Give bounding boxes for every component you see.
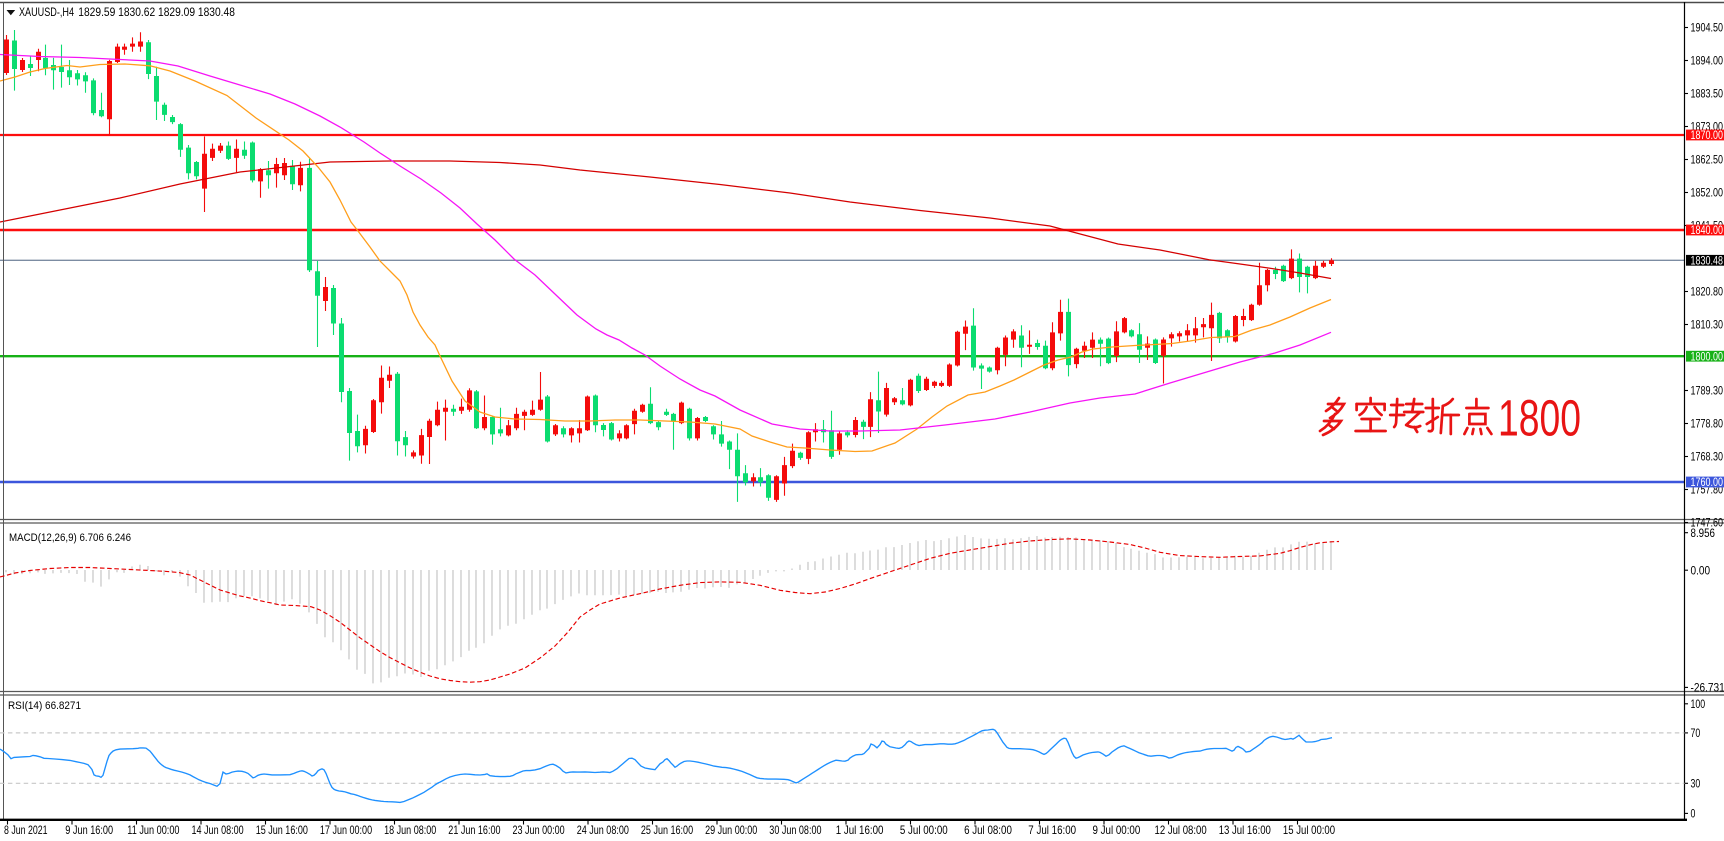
svg-text:1829.59 1830.62 1829.09 1830.4: 1829.59 1830.62 1829.09 1830.48 (78, 6, 235, 19)
svg-text:XAUUSD-,H4: XAUUSD-,H4 (19, 6, 74, 19)
svg-text:1810.30: 1810.30 (1691, 319, 1724, 332)
svg-text:9 Jul 00:00: 9 Jul 00:00 (1093, 824, 1141, 837)
svg-text:1 Jul 16:00: 1 Jul 16:00 (836, 824, 884, 837)
svg-text:1862.50: 1862.50 (1691, 154, 1724, 167)
svg-text:30: 30 (1691, 778, 1701, 791)
svg-text:-26.731: -26.731 (1691, 682, 1724, 695)
svg-text:17 Jun 00:00: 17 Jun 00:00 (320, 824, 372, 837)
svg-text:1830.48: 1830.48 (1691, 255, 1724, 268)
svg-text:6 Jul 08:00: 6 Jul 08:00 (964, 824, 1012, 837)
svg-text:1778.80: 1778.80 (1691, 418, 1724, 431)
svg-text:15 Jul 00:00: 15 Jul 00:00 (1283, 824, 1335, 837)
svg-text:1747.60: 1747.60 (1691, 517, 1724, 530)
svg-text:8.956: 8.956 (1691, 527, 1716, 540)
svg-text:RSI(14) 66.8271: RSI(14) 66.8271 (8, 700, 81, 712)
svg-text:1789.30: 1789.30 (1691, 385, 1724, 398)
svg-text:1760.00: 1760.00 (1691, 476, 1724, 489)
svg-text:24 Jun 08:00: 24 Jun 08:00 (577, 824, 629, 837)
svg-text:25 Jun 16:00: 25 Jun 16:00 (641, 824, 693, 837)
svg-text:21 Jun 16:00: 21 Jun 16:00 (448, 824, 500, 837)
svg-text:0.00: 0.00 (1691, 564, 1711, 577)
svg-text:5 Jul 00:00: 5 Jul 00:00 (900, 824, 948, 837)
svg-text:1904.50: 1904.50 (1691, 22, 1724, 35)
svg-text:18 Jun 08:00: 18 Jun 08:00 (384, 824, 436, 837)
svg-text:9 Jun 16:00: 9 Jun 16:00 (65, 824, 113, 837)
svg-text:1800.00: 1800.00 (1691, 350, 1724, 363)
svg-text:11 Jun 00:00: 11 Jun 00:00 (127, 824, 179, 837)
svg-text:70: 70 (1691, 727, 1701, 740)
svg-text:8 Jun 2021: 8 Jun 2021 (4, 824, 48, 837)
svg-text:100: 100 (1691, 698, 1706, 711)
svg-text:14 Jun 08:00: 14 Jun 08:00 (192, 824, 244, 837)
svg-text:23 Jun 00:00: 23 Jun 00:00 (513, 824, 565, 837)
svg-text:1820.80: 1820.80 (1691, 286, 1724, 299)
svg-text:30 Jun 08:00: 30 Jun 08:00 (769, 824, 821, 837)
svg-text:7 Jul 16:00: 7 Jul 16:00 (1028, 824, 1076, 837)
svg-text:13 Jul 16:00: 13 Jul 16:00 (1219, 824, 1271, 837)
svg-text:1894.00: 1894.00 (1691, 55, 1724, 68)
svg-text:MACD(12,26,9) 6.706 6.246: MACD(12,26,9) 6.706 6.246 (9, 532, 131, 544)
svg-text:29 Jun 00:00: 29 Jun 00:00 (705, 824, 757, 837)
svg-text:1883.50: 1883.50 (1691, 88, 1724, 101)
svg-text:1800: 1800 (1498, 390, 1581, 447)
svg-text:1852.00: 1852.00 (1691, 187, 1724, 200)
svg-text:1768.30: 1768.30 (1691, 451, 1724, 464)
svg-text:0: 0 (1691, 808, 1696, 821)
svg-text:15 Jun 16:00: 15 Jun 16:00 (256, 824, 308, 837)
svg-text:1870.00: 1870.00 (1691, 129, 1724, 142)
svg-text:1840.00: 1840.00 (1691, 224, 1724, 237)
svg-text:12 Jul 08:00: 12 Jul 08:00 (1155, 824, 1207, 837)
